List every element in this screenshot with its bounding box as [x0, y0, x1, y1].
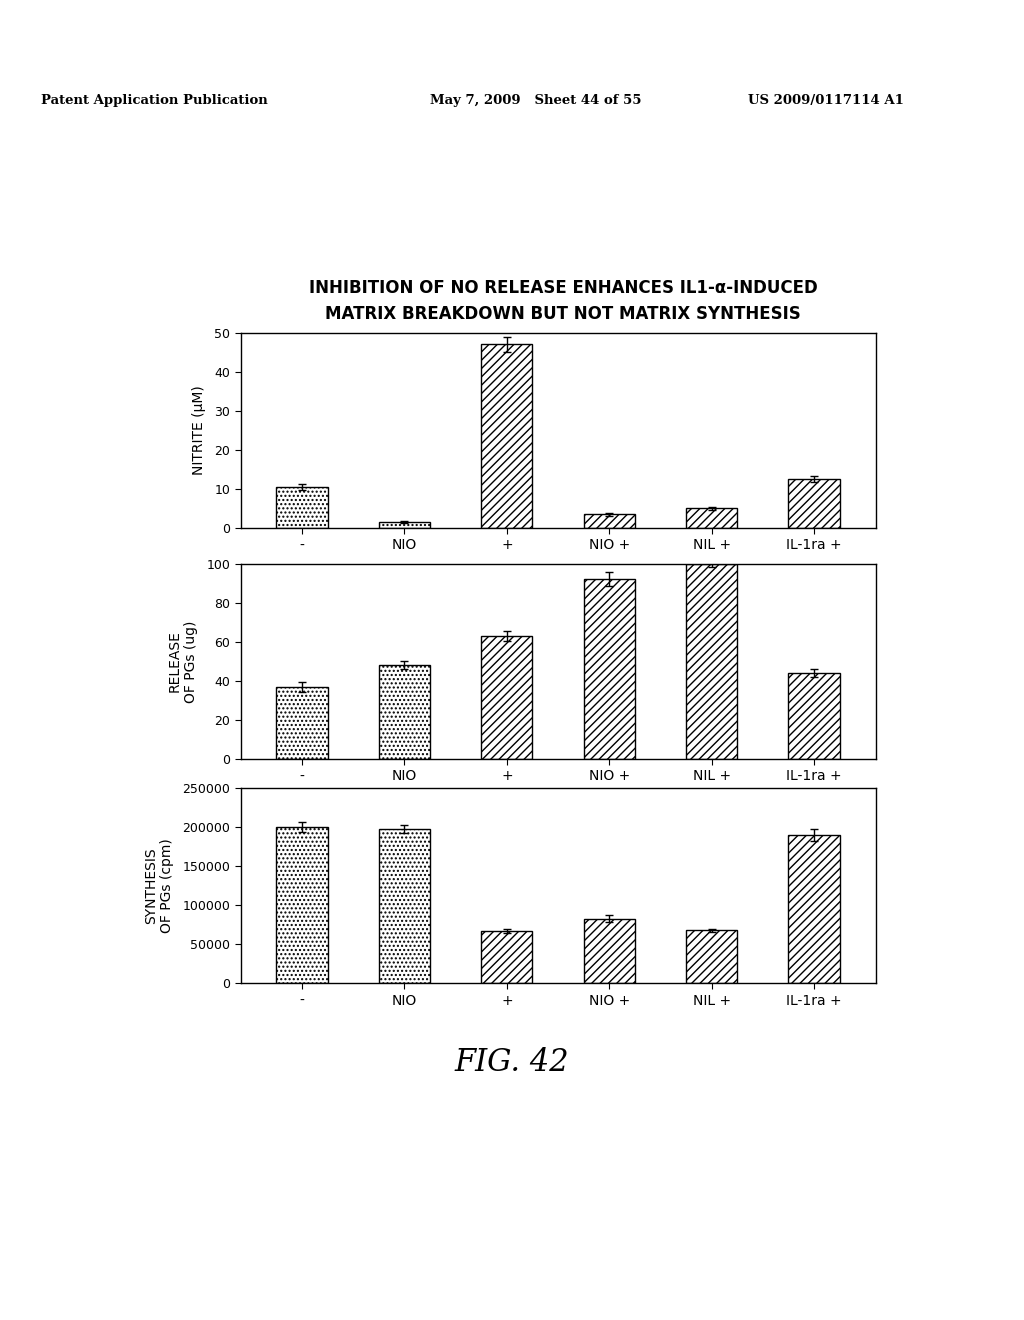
- Y-axis label: SYNTHESIS
OF PGs (cpm): SYNTHESIS OF PGs (cpm): [143, 838, 174, 933]
- Text: MATRIX BREAKDOWN BUT NOT MATRIX SYNTHESIS: MATRIX BREAKDOWN BUT NOT MATRIX SYNTHESI…: [326, 305, 801, 323]
- Text: FIG. 42: FIG. 42: [455, 1047, 569, 1078]
- Bar: [481, 636, 532, 759]
- Text: Patent Application Publication: Patent Application Publication: [41, 94, 267, 107]
- Text: US 2009/0117114 A1: US 2009/0117114 A1: [748, 94, 903, 107]
- Bar: [276, 487, 328, 528]
- Bar: [584, 579, 635, 759]
- Bar: [788, 836, 840, 983]
- Bar: [379, 829, 430, 983]
- Text: INHIBITION OF NO RELEASE ENHANCES IL1-α-INDUCED: INHIBITION OF NO RELEASE ENHANCES IL1-α-…: [309, 279, 817, 297]
- Bar: [788, 673, 840, 759]
- Bar: [584, 919, 635, 983]
- Bar: [788, 479, 840, 528]
- Bar: [379, 665, 430, 759]
- Bar: [686, 564, 737, 759]
- Bar: [481, 345, 532, 528]
- Y-axis label: RELEASE
OF PGs (ug): RELEASE OF PGs (ug): [168, 620, 198, 702]
- Bar: [686, 508, 737, 528]
- Bar: [481, 931, 532, 983]
- Bar: [584, 515, 635, 528]
- Bar: [686, 931, 737, 983]
- Bar: [276, 686, 328, 759]
- Text: May 7, 2009   Sheet 44 of 55: May 7, 2009 Sheet 44 of 55: [430, 94, 642, 107]
- Bar: [379, 523, 430, 528]
- Bar: [276, 828, 328, 983]
- Y-axis label: NITRITE (μM): NITRITE (μM): [191, 385, 206, 475]
